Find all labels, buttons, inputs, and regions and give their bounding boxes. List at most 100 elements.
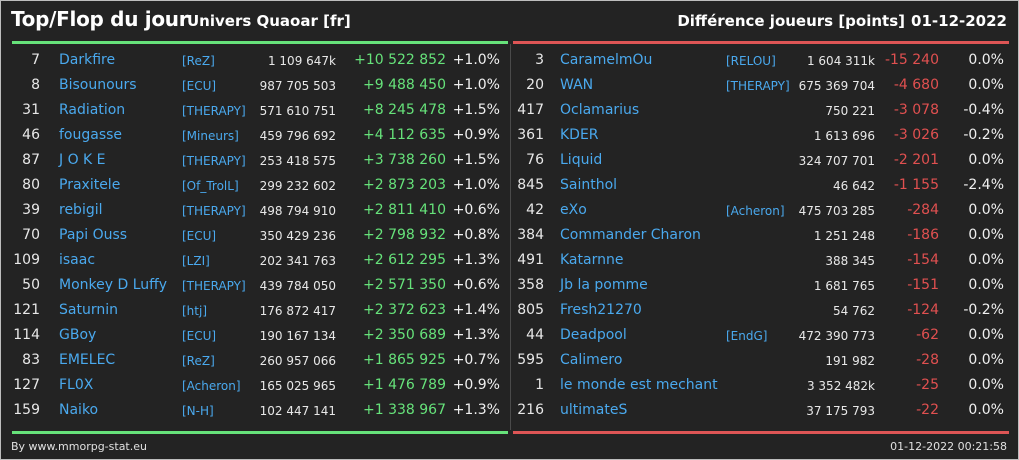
player-name-link[interactable]: isaac [59, 252, 96, 268]
player-points: 176 872 417 [259, 304, 336, 318]
percent-change: +1.0% [452, 77, 500, 93]
points-difference: -154 [907, 252, 939, 268]
alliance-tag-link[interactable]: [ReZ] [182, 354, 215, 368]
alliance-tag-link[interactable]: [ReZ] [182, 54, 215, 68]
percent-change: +1.0% [452, 52, 500, 68]
alliance-tag-link[interactable]: [EndG] [726, 329, 768, 343]
player-points: 165 025 965 [259, 379, 336, 393]
percent-change: +1.0% [452, 177, 500, 193]
points-difference: -3 026 [893, 127, 939, 143]
player-name-link[interactable]: Radiation [59, 102, 126, 118]
alliance-tag-link[interactable]: [Acheron] [726, 204, 785, 218]
player-name-link[interactable]: Fresh21270 [560, 302, 642, 318]
percent-change: 0.0% [968, 327, 1004, 343]
flop-row: 76 Liquid 324 707 701 -2 201 0.0% [513, 148, 1009, 173]
player-name-link[interactable]: Saturnin [59, 302, 118, 318]
player-points: 202 341 763 [259, 254, 336, 268]
player-name-link[interactable]: WAN [560, 77, 594, 93]
player-name-link[interactable]: GBoy [59, 327, 97, 343]
alliance-tag-link[interactable]: [ECU] [182, 79, 217, 93]
points-difference: -2 201 [893, 152, 939, 168]
alliance-tag-link[interactable]: [htj] [182, 304, 208, 318]
points-difference: -62 [916, 327, 939, 343]
alliance-tag-link[interactable]: [N-H] [182, 404, 214, 418]
player-name-link[interactable]: Deadpool [560, 327, 627, 343]
alliance-tag-link[interactable]: [THERAPY] [726, 79, 790, 93]
site-credit[interactable]: By www.mmorpg-stat.eu [11, 440, 147, 453]
player-rank: 109 [13, 252, 40, 268]
alliance-tag-link[interactable]: [THERAPY] [182, 154, 246, 168]
points-difference: -1 155 [893, 177, 939, 193]
page-title: Top/Flop du jour [11, 7, 189, 31]
alliance-tag-link[interactable]: [THERAPY] [182, 104, 246, 118]
player-rank: 8 [31, 77, 40, 93]
percent-change: +0.6% [452, 202, 500, 218]
percent-change: 0.0% [968, 252, 1004, 268]
player-name-link[interactable]: Jb la pomme [560, 277, 648, 293]
player-points: 253 418 575 [259, 154, 336, 168]
player-name-link[interactable]: Praxitele [59, 177, 121, 193]
player-name-link[interactable]: Papi Ouss [59, 227, 128, 243]
player-name-link[interactable]: Bisounours [59, 77, 137, 93]
alliance-tag-link[interactable]: [Of_TrolL] [182, 179, 239, 193]
flop-row: 845 Sainthol 46 642 -1 155 -2.4% [513, 173, 1009, 198]
percent-change: +1.3% [452, 327, 500, 343]
player-name-link[interactable]: Oclamarius [560, 102, 640, 118]
player-name-link[interactable]: Sainthol [560, 177, 618, 193]
percent-change: -0.2% [963, 302, 1004, 318]
percent-change: 0.0% [968, 227, 1004, 243]
percent-change: +0.6% [452, 277, 500, 293]
player-name-link[interactable]: EMELEC [59, 352, 116, 368]
points-difference: +10 522 852 [354, 52, 446, 68]
top-row: 7 Darkfire [ReZ] 1 109 647k +10 522 852 +1.0% [12, 48, 508, 73]
player-name-link[interactable]: fougasse [59, 127, 123, 143]
top-row: 83 EMELEC [ReZ] 260 957 066 +1 865 925 +0.7% [12, 348, 508, 373]
points-difference: +9 488 450 [363, 77, 446, 93]
player-name-link[interactable]: Monkey D Luffy [59, 277, 168, 293]
flop-row: 42 eXo [Acheron] 475 703 285 -284 0.0% [513, 198, 1009, 223]
alliance-tag-link[interactable]: [RELOU] [726, 54, 776, 68]
player-name-link[interactable]: KDER [560, 127, 599, 143]
alliance-tag-link[interactable]: [Acheron] [182, 379, 241, 393]
player-rank: 358 [517, 277, 544, 293]
alliance-tag-link[interactable]: [THERAPY] [182, 279, 246, 293]
top-row: 127 FL0X [Acheron] 165 025 965 +1 476 789 +0.… [12, 373, 508, 398]
percent-change: +0.7% [452, 352, 500, 368]
player-points: 498 794 910 [259, 204, 336, 218]
player-name-link[interactable]: Liquid [560, 152, 603, 168]
top-row: 114 GBoy [ECU] 190 167 134 +2 350 689 +1.3% [12, 323, 508, 348]
player-name-link[interactable]: Katarnne [560, 252, 624, 268]
player-name-link[interactable]: J O K E [59, 152, 106, 168]
player-rank: 46 [22, 127, 40, 143]
player-rank: 70 [22, 227, 40, 243]
player-name-link[interactable]: ultimateS [560, 402, 628, 418]
player-name-link[interactable]: Commander Charon [560, 227, 701, 243]
player-name-link[interactable]: Calimero [560, 352, 623, 368]
player-name-link[interactable]: FL0X [59, 377, 94, 393]
player-rank: 50 [22, 277, 40, 293]
player-name-link[interactable]: CaramelmOu [560, 52, 653, 68]
player-rank: 80 [22, 177, 40, 193]
player-rank: 87 [22, 152, 40, 168]
player-name-link[interactable]: eXo [560, 202, 587, 218]
alliance-tag-link[interactable]: [Mineurs] [182, 129, 239, 143]
player-rank: 3 [535, 52, 544, 68]
points-difference: +1 865 925 [363, 352, 446, 368]
top-row: 159 Naiko [N-H] 102 447 141 +1 338 967 +1.3% [12, 398, 508, 423]
alliance-tag-link[interactable]: [LZI] [182, 254, 210, 268]
points-difference: +8 245 478 [363, 102, 446, 118]
player-points: 675 369 704 [798, 79, 875, 93]
player-name-link[interactable]: Naiko [59, 402, 99, 418]
player-name-link[interactable]: Darkfire [59, 52, 116, 68]
player-name-link[interactable]: le monde est mechant [560, 377, 718, 393]
percent-change: 0.0% [968, 277, 1004, 293]
player-points: 190 167 134 [259, 329, 336, 343]
player-points: 3 352 482k [806, 379, 875, 393]
percent-change: 0.0% [968, 377, 1004, 393]
points-difference: +2 873 203 [363, 177, 446, 193]
alliance-tag-link[interactable]: [THERAPY] [182, 204, 246, 218]
player-name-link[interactable]: rebigil [59, 202, 103, 218]
alliance-tag-link[interactable]: [ECU] [182, 229, 217, 243]
player-points: 571 610 751 [259, 104, 336, 118]
alliance-tag-link[interactable]: [ECU] [182, 329, 217, 343]
